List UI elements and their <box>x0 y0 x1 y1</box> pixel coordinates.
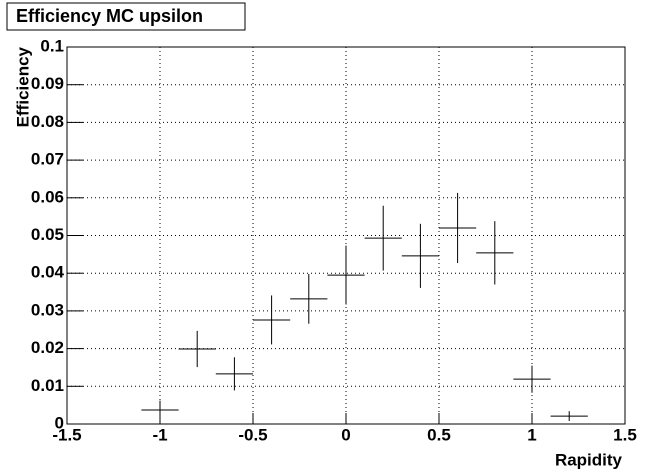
x-tick-label: -0.5 <box>238 425 267 444</box>
x-tick-label: 0.5 <box>427 425 451 444</box>
y-tick-label: 0.01 <box>31 376 64 395</box>
x-tick-label: 1 <box>527 425 536 444</box>
x-tick-label: -1 <box>152 425 167 444</box>
x-tick-label: -1.5 <box>52 425 81 444</box>
chart-title: Efficiency MC upsilon <box>16 6 203 26</box>
y-axis-label: Efficiency <box>13 46 32 127</box>
y-tick-label: 0.05 <box>31 225 64 244</box>
x-tick-label: 0 <box>341 425 350 444</box>
x-axis-label: Rapidity <box>555 450 623 469</box>
y-tick-label: 0.02 <box>31 338 64 357</box>
y-tick-label: 0 <box>55 413 64 432</box>
y-tick-label: 0.04 <box>31 263 65 282</box>
y-tick-label: 0.07 <box>31 150 64 169</box>
y-tick-label: 0.1 <box>40 36 64 55</box>
y-tick-label: 0.08 <box>31 112 64 131</box>
x-tick-label: 1.5 <box>613 425 637 444</box>
title-box <box>6 2 246 31</box>
y-tick-label: 0.09 <box>31 74 64 93</box>
y-tick-label: 0.03 <box>31 300 64 319</box>
y-tick-label: 0.06 <box>31 187 64 206</box>
plot-frame <box>66 46 626 425</box>
